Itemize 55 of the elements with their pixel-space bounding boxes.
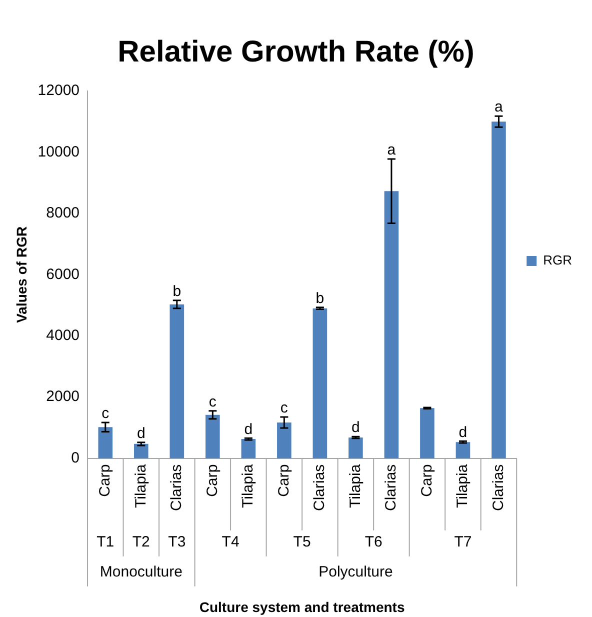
text: Culture system and treatments	[199, 599, 405, 616]
x-tick-label: Clarias	[382, 464, 400, 512]
x-tick-label: Carp	[96, 464, 114, 497]
data-label: d	[136, 425, 146, 442]
x-tick-label: Tilapia	[240, 464, 257, 508]
bar	[348, 438, 363, 458]
data-label: c	[102, 405, 110, 422]
text: Polyculture	[318, 563, 393, 580]
text: T7	[454, 533, 472, 550]
text: Monoculture	[100, 563, 182, 580]
bar	[277, 422, 292, 458]
text: T2	[132, 533, 150, 550]
data-label: a	[387, 142, 396, 159]
y-tick-label: 2000	[46, 388, 80, 406]
y-tick-label: 4000	[46, 327, 80, 344]
x-tick-label: Tilapia	[454, 464, 472, 508]
bar	[206, 414, 220, 458]
data-label: a	[494, 98, 504, 116]
y-tick-label: 6000	[46, 266, 80, 283]
y-tick-label: 8000	[46, 204, 80, 222]
bar	[456, 442, 470, 458]
data-label: c	[280, 400, 288, 417]
x-tick-label: Carp	[418, 464, 436, 497]
legend-label: RGR	[543, 252, 572, 268]
x-tick-label: Carp	[275, 464, 292, 497]
data-label: d	[244, 420, 253, 438]
text: T1	[96, 533, 114, 550]
y-tick-label: 12000	[38, 82, 80, 100]
bar	[134, 444, 148, 458]
data-label: b	[316, 290, 324, 308]
data-label: b	[172, 283, 182, 300]
data-label: d	[458, 424, 468, 441]
text: T3	[168, 533, 186, 550]
x-tick-label: Tilapia	[132, 464, 150, 508]
data-label: c	[208, 394, 217, 411]
x-tick-label: Clarias	[490, 464, 507, 512]
bar	[98, 427, 113, 458]
x-tick-label: Tilapia	[346, 464, 364, 508]
data-label: d	[352, 419, 360, 436]
text: T4	[222, 533, 240, 550]
bar	[170, 304, 184, 458]
text: T5	[293, 533, 311, 550]
y-tick-label: 10000	[38, 143, 80, 160]
y-axis-title: Values of RGR	[13, 226, 30, 323]
bar	[241, 439, 256, 458]
bar	[492, 122, 506, 458]
bar	[384, 191, 399, 458]
y-tick-label: 0	[71, 449, 80, 466]
x-tick-label: Clarias	[168, 464, 186, 512]
x-tick-label: Carp	[204, 464, 221, 497]
bar	[312, 308, 328, 458]
bar	[420, 408, 434, 458]
x-tick-label: Clarias	[311, 464, 328, 512]
text: T6	[364, 533, 382, 550]
chart-title: Relative Growth Rate (%)	[118, 35, 474, 68]
